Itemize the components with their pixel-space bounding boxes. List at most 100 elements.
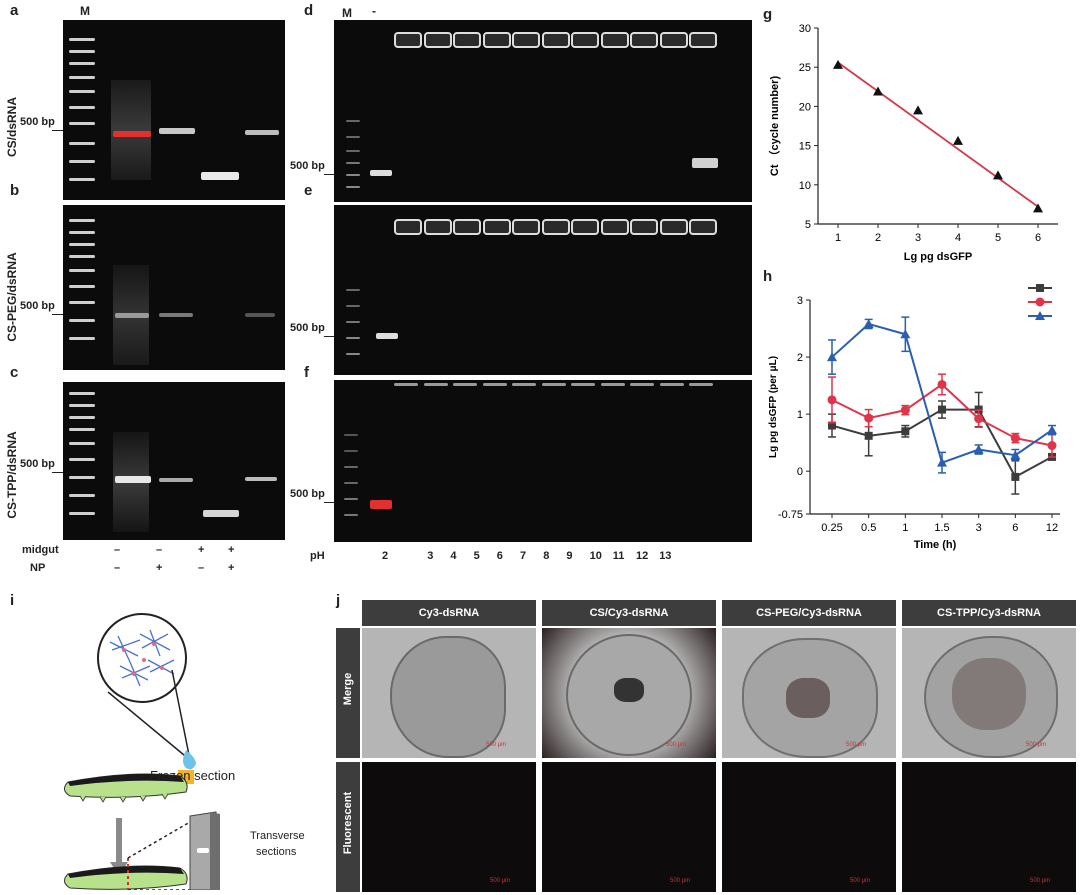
nanoparticle-zoom-circle (97, 613, 187, 703)
marker-label-d: M (342, 6, 352, 20)
data-point (993, 170, 1003, 180)
ph-value: 12 (636, 550, 649, 562)
ph-value: 4 (450, 550, 457, 562)
x-tick-label: 2 (875, 232, 881, 244)
data-point (1010, 433, 1020, 443)
gel-well (394, 32, 422, 48)
bp-label-f: 500 bp (290, 488, 325, 500)
gel-well (630, 219, 658, 235)
gel-well (689, 383, 713, 386)
fluorescent-image-cs-peg: 500 μm (722, 762, 896, 892)
gel-well (453, 219, 481, 235)
y-tick-label: 25 (799, 62, 811, 74)
ph-value: 10 (589, 550, 602, 562)
data-point (827, 395, 837, 405)
scale-bar-fluor-1: 500 μm (490, 878, 511, 884)
gel-a (63, 20, 285, 200)
gel-well (453, 383, 477, 386)
ph-value: 3 (427, 550, 434, 562)
x-tick-label: 3 (976, 522, 982, 534)
merge-image-cs: 500 μm (542, 628, 716, 758)
gel-b (63, 205, 285, 370)
panel-label-c: c (10, 364, 19, 381)
bp-label-a: 500 bp (20, 116, 55, 128)
ph-value: 11 (612, 550, 625, 562)
data-point (938, 405, 946, 414)
gel-well (630, 383, 654, 386)
row-label-cs-tpp: CS-TPP/dsRNA (5, 431, 19, 519)
x-tick-label: 1.5 (934, 522, 949, 534)
x-axis-label: Time (h) (914, 539, 957, 551)
data-point (873, 86, 883, 96)
midgut-sign-4: + (228, 544, 235, 556)
merge-image-cs-peg: 500 μm (722, 628, 896, 758)
row-header-fluorescent: Fluorescent (336, 762, 360, 892)
gel-well (600, 219, 629, 235)
panel-label-j: j (336, 592, 341, 609)
sections-label: sections (256, 846, 297, 858)
gel-well (423, 383, 448, 386)
gel-well (512, 383, 536, 386)
y-tick-label: 3 (797, 295, 803, 307)
x-axis-label: Lg pg dsGFP (904, 251, 972, 263)
row-label-cs: CS/dsRNA (5, 97, 19, 158)
data-point (1047, 425, 1057, 435)
np-sign-4: + (228, 562, 235, 574)
y-tick-label: 15 (799, 141, 811, 153)
razor-blade-icon (189, 811, 220, 890)
panel-label-g: g (763, 6, 773, 23)
scale-bar-fluor-4: 500 μm (1030, 878, 1051, 884)
bp-label-e: 500 bp (290, 322, 325, 334)
x-tick-label: 1 (902, 522, 908, 534)
bp-label-b: 500 bp (20, 300, 55, 312)
gel-c (63, 382, 285, 540)
gel-well (512, 219, 540, 235)
data-point (1047, 441, 1057, 451)
ph-value: 9 (566, 550, 573, 562)
y-tick-label: 30 (799, 23, 811, 35)
gel-well (453, 32, 481, 48)
gel-well (482, 219, 511, 235)
y-axis-label: Ct （cycle number) (768, 76, 781, 177)
transverse-label: Transverse (250, 830, 305, 842)
ph-value: 7 (520, 550, 527, 562)
legend-marker (1035, 297, 1045, 307)
midgut-sign-1: – (114, 544, 121, 556)
larva-icon-bottom (64, 865, 188, 890)
y-tick-label: 0 (797, 466, 803, 478)
scale-bar-fluor-2: 500 μm (670, 878, 691, 884)
data-point (864, 431, 873, 440)
panel-label-e: e (304, 182, 313, 199)
gel-well (482, 32, 511, 48)
panel-label-b: b (10, 182, 20, 199)
x-tick-label: 1 (835, 232, 841, 244)
merge-image-cy3: 500 μm (362, 628, 536, 758)
nanoparticle-icon (109, 629, 175, 687)
frozen-section-label: Frozen section (150, 768, 236, 783)
data-point (1033, 203, 1043, 213)
data-point (974, 414, 984, 424)
ph-value: 5 (473, 550, 480, 562)
ph-label: pH (310, 550, 325, 562)
data-point (973, 444, 984, 454)
ph-value: 8 (543, 550, 550, 562)
gel-d (334, 20, 752, 202)
panel-label-i: i (10, 592, 15, 609)
fluorescent-image-cs-tpp: 500 μm (902, 762, 1076, 892)
fluorescent-image-cs: 500 μm (542, 762, 716, 892)
fit-line (837, 61, 1039, 208)
scale-bar-merge-4: 500 μm (1026, 742, 1047, 748)
midgut-label: midgut (22, 544, 59, 556)
merge-image-cs-tpp: 500 μm (902, 628, 1076, 758)
x-tick-label: 0.25 (821, 522, 842, 534)
data-point (953, 135, 963, 145)
gel-well (541, 32, 570, 48)
data-point (900, 329, 911, 339)
fluorescent-image-cy3: 500 μm (362, 762, 536, 892)
x-tick-label: 5 (995, 232, 1001, 244)
midgut-sign-3: + (198, 544, 205, 556)
bp-label-c: 500 bp (20, 458, 55, 470)
gel-well (659, 219, 688, 235)
gel-well (659, 383, 684, 386)
gel-well (630, 32, 658, 48)
